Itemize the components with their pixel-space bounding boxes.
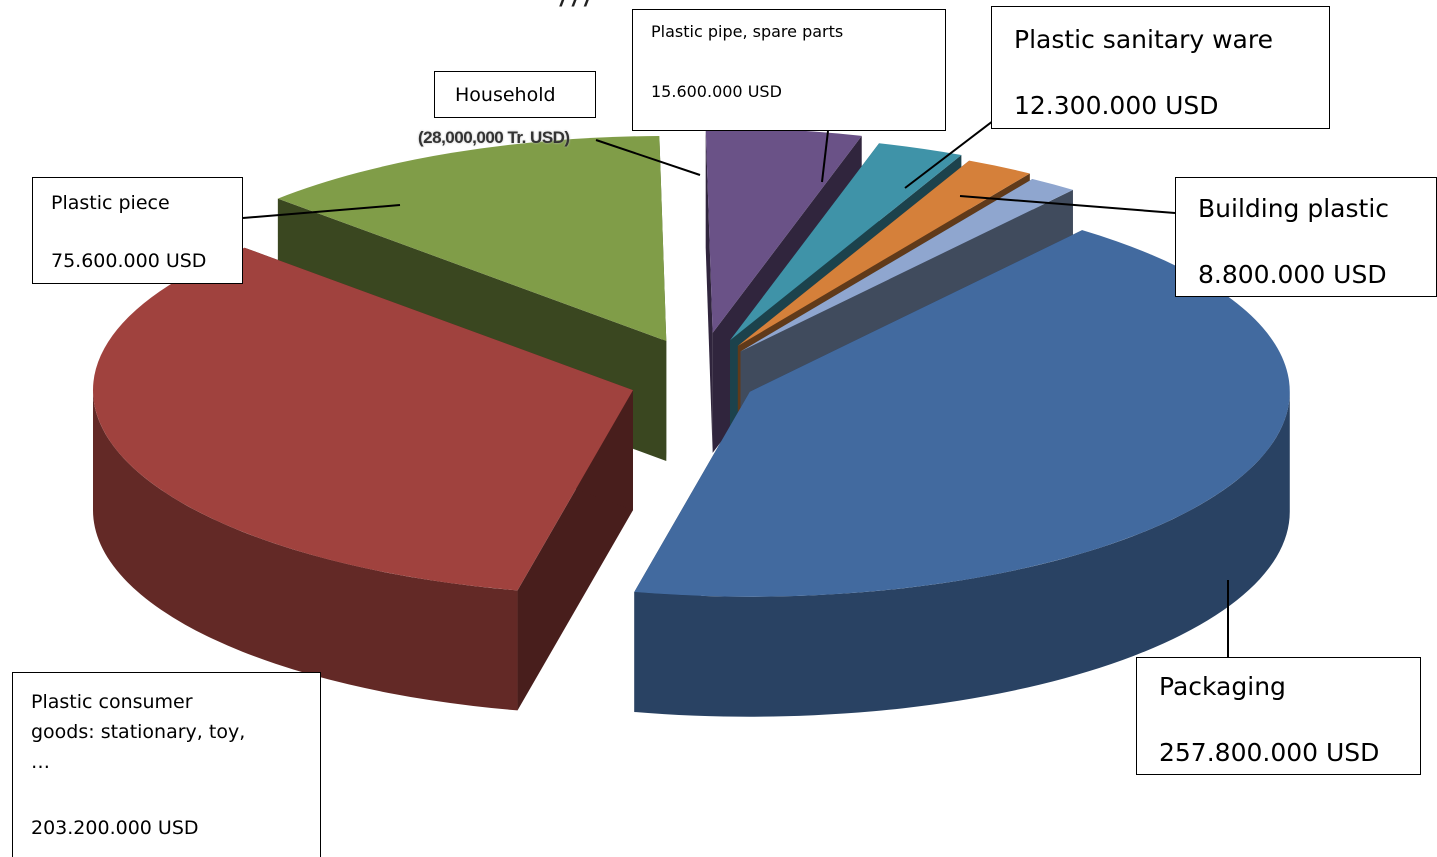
slice-consumer	[92, 247, 633, 711]
label-box-household: Household	[434, 71, 596, 118]
slice-top-pipe	[730, 143, 962, 341]
slice-rim-consumer	[92, 390, 518, 711]
label-piece-value: 75.600.000 USD	[51, 250, 207, 272]
label-box-pipe: Plastic pipe, spare parts 15.600.000 USD	[632, 9, 946, 131]
slice-top-piece	[277, 136, 667, 341]
slice-top-sanitary	[737, 160, 1030, 346]
slice-packaging	[634, 230, 1290, 717]
slice-top-consumer	[92, 247, 633, 591]
clipped-title-fragment: / / /	[560, 0, 591, 12]
leader-line-pipe	[821, 130, 829, 183]
slice-rim-packaging	[634, 391, 1290, 717]
label-box-piece: Plastic piece 75.600.000 USD	[32, 177, 243, 284]
label-box-sanitary: Plastic sanitary ware 12.300.000 USD	[991, 6, 1330, 129]
label-packaging-name: Packaging	[1159, 672, 1286, 701]
label-building-name: Building plastic	[1198, 194, 1390, 223]
label-piece-name: Plastic piece	[51, 192, 170, 214]
label-box-building: Building plastic 8.800.000 USD	[1175, 177, 1437, 297]
label-pipe-value: 15.600.000 USD	[651, 82, 782, 101]
label-household-value: (28,000,000 Tr. USD)	[418, 128, 570, 147]
label-building-value: 8.800.000 USD	[1198, 260, 1387, 289]
leader-line-piece	[242, 204, 401, 219]
label-sanitary-name: Plastic sanitary ware	[1014, 25, 1273, 54]
label-consumer-name: Plastic consumer goods: stationary, toy,…	[31, 691, 246, 773]
label-box-consumer: Plastic consumer goods: stationary, toy,…	[12, 672, 321, 857]
slice-top-building	[740, 179, 1073, 352]
label-consumer-value: 203.200.000 USD	[31, 817, 199, 839]
leader-line-household	[595, 139, 701, 176]
label-packaging-value: 257.800.000 USD	[1159, 738, 1380, 767]
slice-top-packaging	[634, 230, 1290, 597]
label-box-packaging: Packaging 257.800.000 USD	[1136, 657, 1421, 775]
leader-line-building	[959, 195, 1176, 214]
slice-wall-household-0	[705, 127, 713, 453]
label-sanitary-value: 12.300.000 USD	[1014, 91, 1219, 120]
label-pipe-name: Plastic pipe, spare parts	[651, 22, 844, 41]
label-household-name: Household	[455, 84, 556, 106]
